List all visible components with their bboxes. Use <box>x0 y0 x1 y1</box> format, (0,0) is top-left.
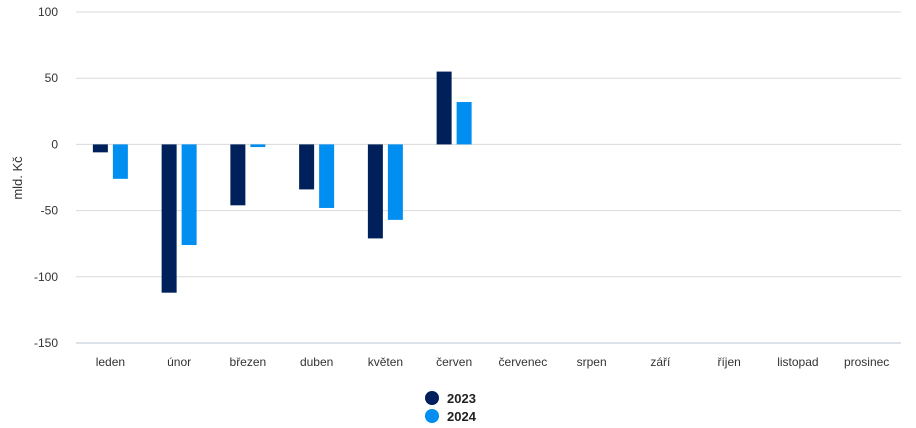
legend-swatch-2024 <box>425 409 439 423</box>
x-tick-label: listopad <box>777 355 818 369</box>
y-tick-label: -150 <box>34 336 58 350</box>
y-tick-label: 0 <box>51 137 58 151</box>
y-tick-label: 100 <box>38 5 58 19</box>
bar-2024-květen[interactable] <box>387 144 403 220</box>
y-tick-label: -100 <box>34 270 58 284</box>
x-tick-label: srpen <box>577 355 607 369</box>
bar-2023-duben[interactable] <box>299 144 315 190</box>
y-tick-label: -50 <box>41 204 59 218</box>
x-tick-label: květen <box>368 355 403 369</box>
x-axis-ticks: leden únor březen duben květen červen červenec… <box>96 355 890 369</box>
bar-2024-březen[interactable] <box>250 144 266 148</box>
grid-lines <box>76 11 901 344</box>
x-tick-label: únor <box>167 355 191 369</box>
x-tick-label: duben <box>300 355 333 369</box>
legend: 2023 2024 <box>425 389 476 425</box>
bar-2024-leden[interactable] <box>112 144 128 179</box>
y-axis-ticks: 100 50 0 -50 -100 -150 <box>34 5 58 350</box>
y-axis-label: mld. Kč <box>10 156 25 200</box>
x-tick-label: červenec <box>499 355 548 369</box>
bar-2023-leden[interactable] <box>92 144 108 153</box>
x-tick-label: červen <box>436 355 472 369</box>
legend-swatch-2023 <box>425 391 439 405</box>
bars <box>92 71 472 293</box>
x-tick-label: září <box>650 355 671 369</box>
bar-2023-únor[interactable] <box>161 144 177 293</box>
bar-2023-květen[interactable] <box>367 144 383 239</box>
bar-2024-duben[interactable] <box>319 144 335 208</box>
legend-label-2023: 2023 <box>447 390 476 406</box>
bar-2024-únor[interactable] <box>181 144 197 246</box>
legend-item-2024[interactable]: 2024 <box>425 407 476 425</box>
legend-label-2024: 2024 <box>447 408 476 424</box>
bar-2023-březen[interactable] <box>230 144 246 206</box>
y-tick-label: 50 <box>45 71 59 85</box>
bar-2024-červen[interactable] <box>456 102 472 145</box>
bar-2023-červen[interactable] <box>436 71 452 145</box>
x-tick-label: prosinec <box>844 355 889 369</box>
x-tick-label: leden <box>96 355 125 369</box>
x-tick-label: březen <box>230 355 267 369</box>
legend-item-2023[interactable]: 2023 <box>425 389 476 407</box>
x-tick-label: říjen <box>717 355 740 369</box>
